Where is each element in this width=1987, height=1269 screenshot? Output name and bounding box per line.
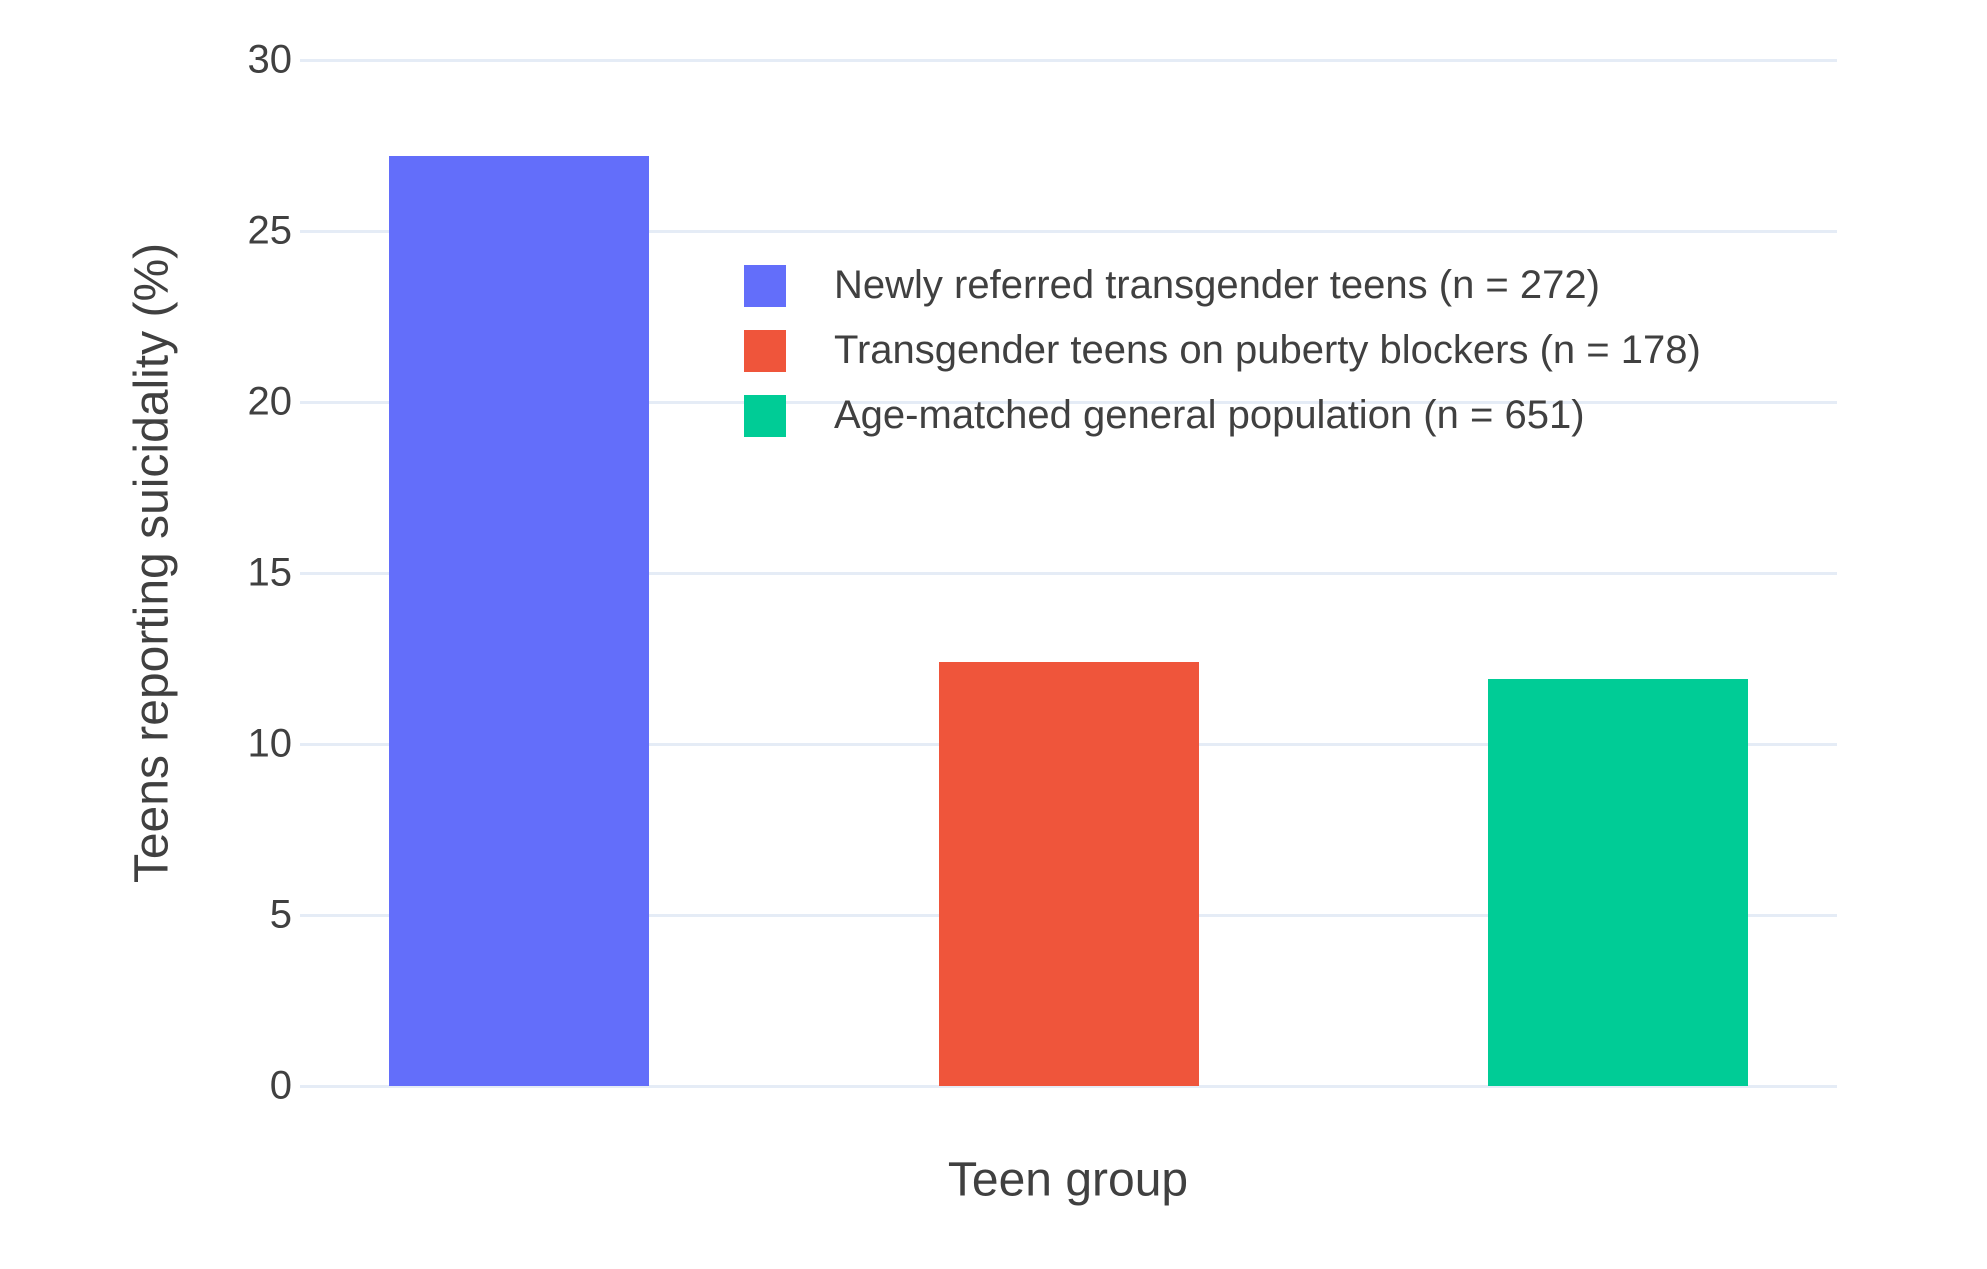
gridline-y-25 xyxy=(300,229,1837,233)
y-tick-label-0: 0 xyxy=(269,1063,292,1108)
bar-series-1[interactable] xyxy=(389,155,650,1086)
legend: Newly referred transgender teens (n = 27… xyxy=(744,253,1701,448)
y-tick-label-30: 30 xyxy=(247,37,293,82)
plot-area xyxy=(300,40,1837,1088)
bar-series-3[interactable] xyxy=(1487,679,1748,1086)
legend-item-3[interactable]: Age-matched general population (n = 651) xyxy=(744,383,1701,448)
gridline-y-15 xyxy=(300,571,1837,575)
legend-swatch-icon xyxy=(744,394,786,437)
y-tick-label-25: 25 xyxy=(247,208,293,253)
legend-label: Newly referred transgender teens (n = 27… xyxy=(834,263,1600,307)
legend-item-2[interactable]: Transgender teens on puberty blockers (n… xyxy=(744,318,1701,383)
y-axis-tick-labels: 0 5 10 15 20 25 30 xyxy=(0,37,293,1108)
legend-swatch-icon xyxy=(744,329,786,372)
y-tick-label-20: 20 xyxy=(247,379,293,424)
legend-item-1[interactable]: Newly referred transgender teens (n = 27… xyxy=(744,253,1701,318)
bar-series-2[interactable] xyxy=(938,661,1199,1086)
y-tick-label-10: 10 xyxy=(247,721,293,766)
legend-label: Age-matched general population (n = 651) xyxy=(834,393,1585,437)
gridline-y-0 xyxy=(300,1084,1837,1088)
gridline-y-30 xyxy=(300,58,1837,62)
legend-label: Transgender teens on puberty blockers (n… xyxy=(834,328,1701,372)
legend-swatch-icon xyxy=(744,264,786,307)
gridline-y-20 xyxy=(300,400,1837,404)
y-tick-label-15: 15 xyxy=(247,550,293,595)
y-tick-label-5: 5 xyxy=(269,892,292,937)
x-axis-title: Teen group xyxy=(947,1153,1189,1207)
